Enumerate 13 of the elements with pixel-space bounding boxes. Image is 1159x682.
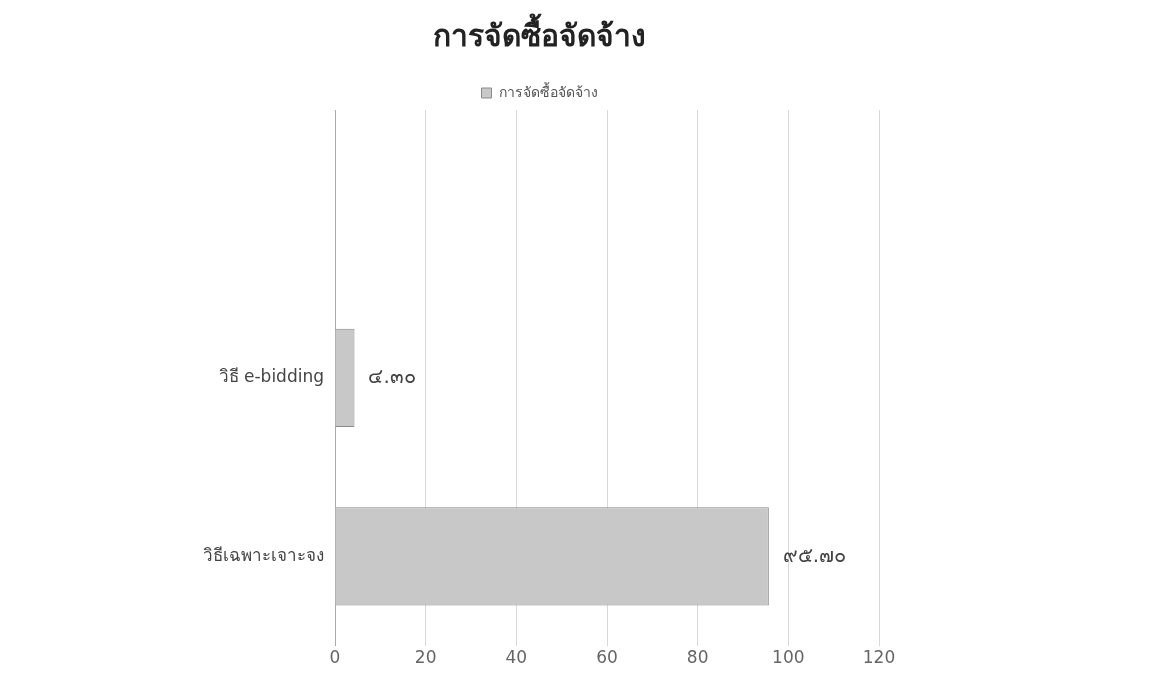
- x-tick-label: 60: [596, 647, 618, 668]
- x-tick-label: 20: [414, 647, 437, 668]
- x-tick-label: 100: [772, 647, 805, 668]
- data-label: ๙๕.๗๐: [782, 542, 847, 567]
- x-tick-label: 40: [505, 647, 528, 668]
- x-tick-label: 80: [686, 647, 709, 668]
- y-tick-label: วิธีเฉพาะเจาะจง: [203, 544, 324, 565]
- data-label: ๔.๓๐: [368, 364, 416, 388]
- x-tick-label: 0: [329, 647, 341, 668]
- legend-label: การจัดซื้อจัดจ้าง: [498, 81, 598, 100]
- chart-title: การจัดซื้อจัดจ้าง: [433, 12, 646, 53]
- x-tick-label: 120: [862, 647, 896, 668]
- y-tick-label: วิธี e-bidding: [218, 366, 324, 387]
